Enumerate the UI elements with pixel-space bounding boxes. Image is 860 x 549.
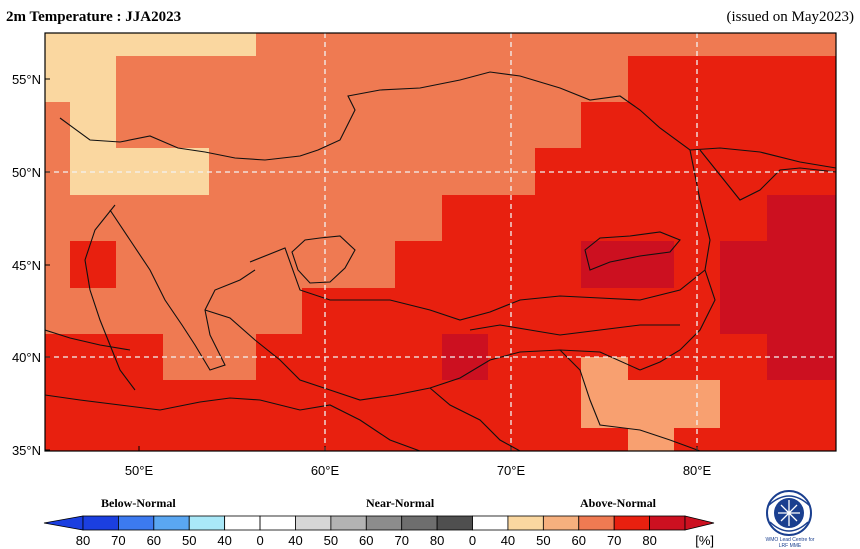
colorbar-tick-label: 60: [572, 533, 586, 548]
colorbar-tick-label: 50: [182, 533, 196, 548]
lon-label-50: 50°E: [125, 463, 154, 478]
border-mongolia: [699, 149, 836, 201]
map-title: 2m Temperature : JJA2023: [6, 9, 182, 25]
colorbar-box: [436, 515, 473, 531]
colorbar-arrow-left: [43, 515, 84, 531]
colorbar-box: [401, 515, 438, 531]
legend-category-above: Above-Normal: [580, 496, 656, 510]
border-iran: [45, 394, 421, 451]
border-russia-kazakhstan: [59, 71, 836, 169]
border-caspian: [109, 209, 256, 371]
border-central-asia: [204, 309, 641, 401]
wmo-logo: [766, 490, 812, 536]
colorbar-tick-label: 40: [288, 533, 302, 548]
colorbar-box: [188, 515, 226, 531]
colorbar-arrow-right: [684, 515, 715, 531]
colorbar-tick-label: 40: [501, 533, 515, 548]
colorbar-tick-label: 50: [536, 533, 550, 548]
prob-region-above-50: [45, 33, 256, 195]
colorbar-tick-label: 50: [324, 533, 338, 548]
colorbar-tick-label: 70: [607, 533, 621, 548]
lon-label-60: 60°E: [311, 463, 340, 478]
colorbar-box: [542, 515, 580, 531]
colorbar-box: [118, 515, 155, 531]
lat-label-50: 50°N: [12, 165, 41, 180]
border-caucasus: [45, 329, 131, 351]
colorbar-unit: [%]: [695, 533, 714, 548]
colorbar-tick-label: 80: [76, 533, 90, 548]
colorbar-tick-label: 80: [430, 533, 444, 548]
probability-map: 55°N 50°N 45°N 40°N 35°N 50°E 60°E 70°E …: [12, 32, 837, 478]
lon-label-80: 80°E: [683, 463, 712, 478]
lat-label-45: 45°N: [12, 258, 41, 273]
legend-category-below: Below-Normal: [101, 496, 176, 510]
colorbar-box: [82, 515, 119, 531]
border-afghanistan: [429, 387, 521, 451]
colorbar-tick-label: 0: [256, 533, 263, 548]
lon-label-70: 70°E: [497, 463, 526, 478]
colorbar-tick-label: 70: [111, 533, 125, 548]
probability-field: [45, 33, 836, 451]
lake-balkhash: [584, 231, 681, 271]
prob-cell-max-east: [581, 241, 674, 288]
colorbar-box: [472, 515, 509, 531]
legend-category-near: Near-Normal: [366, 496, 435, 510]
country-borders: [45, 71, 836, 451]
colorbar: 80 70 60 50 40 0 40 50 60 70 80 0 40 50 60 70 80 [%]: [43, 515, 715, 548]
lat-label-55: 55°N: [12, 72, 41, 87]
logo-caption: WMO Lead Centre for LRF MME: [752, 537, 828, 549]
prob-cell-above-70-nw: [70, 241, 116, 288]
colorbar-tick-label: 80: [642, 533, 656, 548]
colorbar-ticks: 80 70 60 50 40 0 40 50 60 70 80 0 40 50 60 70 80: [76, 533, 657, 548]
colorbar-tick-label: 60: [359, 533, 373, 548]
gridlines: [45, 33, 836, 451]
border-caspian-west: [84, 204, 136, 391]
colorbar-box: [153, 515, 190, 531]
colorbar-box: [295, 515, 332, 531]
border-kaz-south: [249, 247, 716, 371]
colorbar-box: [649, 515, 686, 531]
border-china-west: [559, 349, 701, 451]
colorbar-box: [224, 515, 261, 531]
colorbar-box: [365, 515, 403, 531]
prob-region-above-80: [45, 56, 836, 451]
lat-label-40: 40°N: [12, 350, 41, 365]
prob-region-max-far-east: [720, 195, 836, 380]
colorbar-box: [578, 515, 615, 531]
logo-caption-line2: LRF MME: [778, 543, 802, 549]
colorbar-tick-label: 60: [147, 533, 161, 548]
issued-date: (issued on May2023): [726, 9, 855, 25]
border-kyrgyz: [469, 324, 680, 336]
colorbar-box: [613, 515, 650, 531]
colorbar-boxes: [43, 515, 715, 531]
logo-caption-line1: WMO Lead Centre for: [765, 537, 815, 543]
border-aral: [291, 235, 356, 284]
axis-ticks: [45, 78, 698, 451]
colorbar-tick-label: 0: [469, 533, 476, 548]
colorbar-box: [330, 515, 367, 531]
colorbar-tick-label: 70: [394, 533, 408, 548]
colorbar-tick-label: 40: [217, 533, 231, 548]
colorbar-box: [507, 515, 544, 531]
colorbar-box: [259, 515, 296, 531]
map-frame: [44, 32, 837, 452]
border-kaz-east: [689, 149, 711, 271]
lat-label-35: 35°N: [12, 443, 41, 458]
